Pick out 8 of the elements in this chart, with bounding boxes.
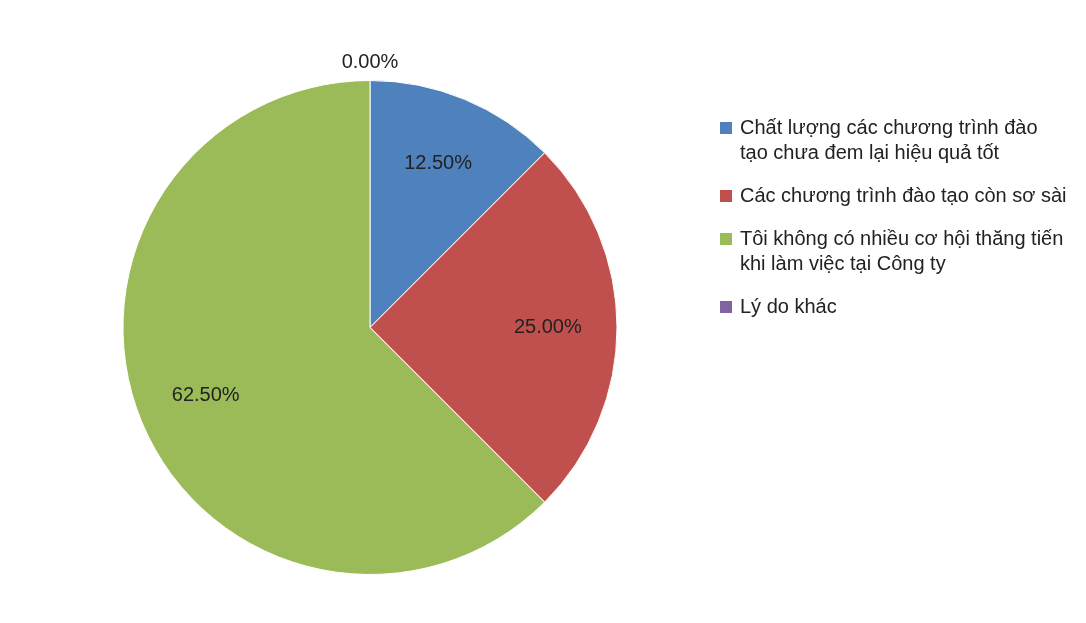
data-label: 62.50% [171,383,240,406]
legend-label: Tôi không có nhiều cơ hội thăng tiến khi làm việc tại Công ty [740,226,1065,276]
data-label: 25.00% [513,315,582,338]
legend-label: Chất lượng các chương trình đào tạo chưa đem lại hiệu quả tốt [740,115,1039,165]
legend-label: Lý do khác [740,294,837,319]
data-label: 12.50% [404,150,473,173]
text: 0.00% [341,50,399,73]
legend-label: Các chương trình đào tạo còn sơ sài [740,183,1067,208]
